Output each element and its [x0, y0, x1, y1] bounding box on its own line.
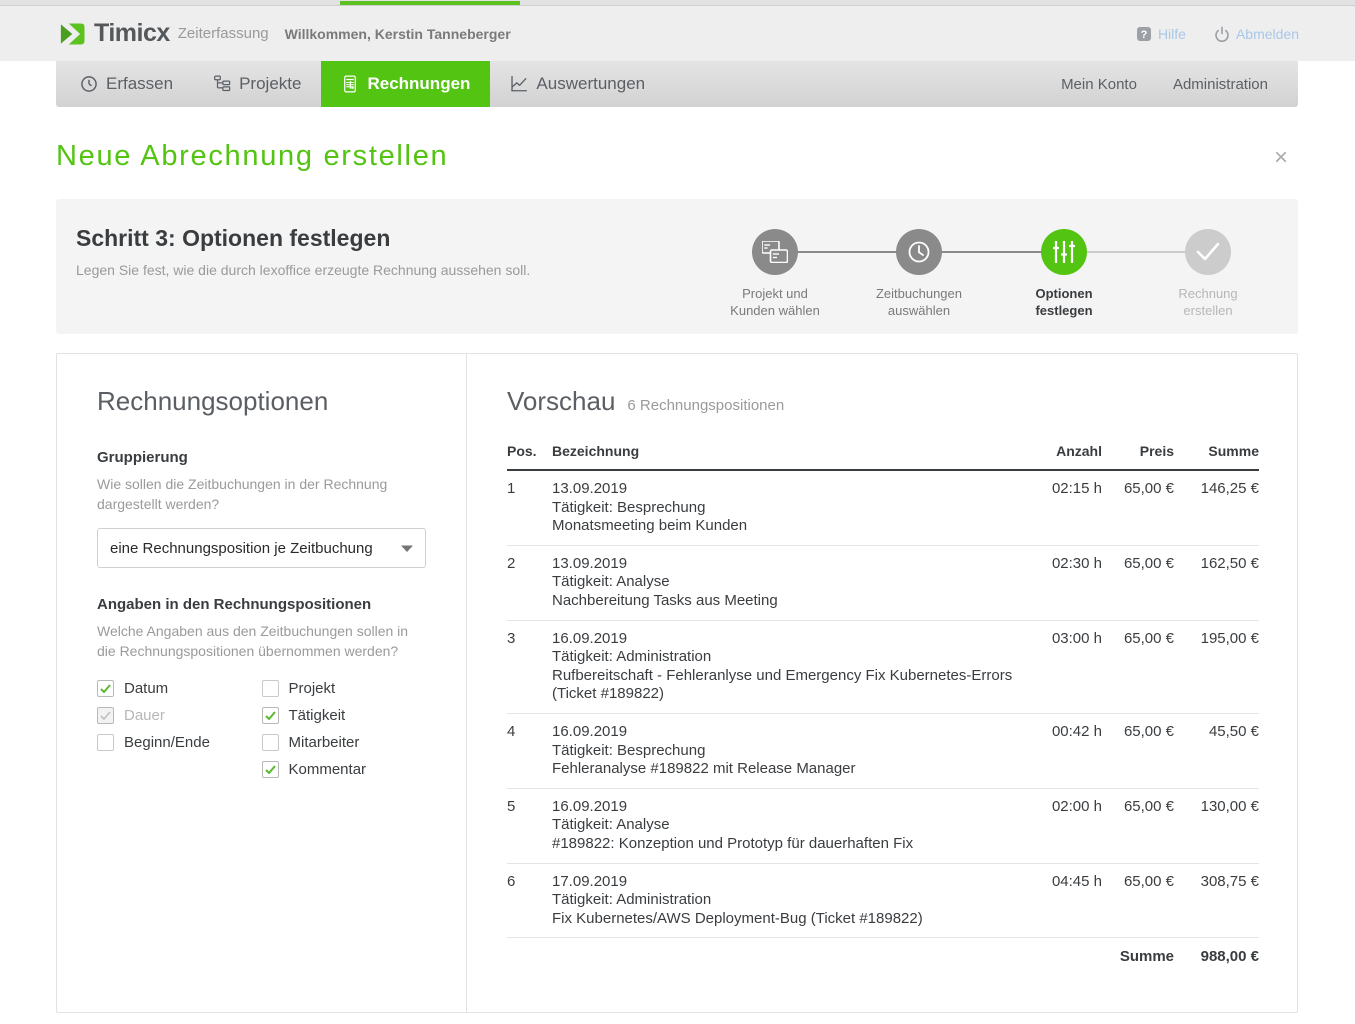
svg-text:?: ?	[1141, 29, 1148, 41]
